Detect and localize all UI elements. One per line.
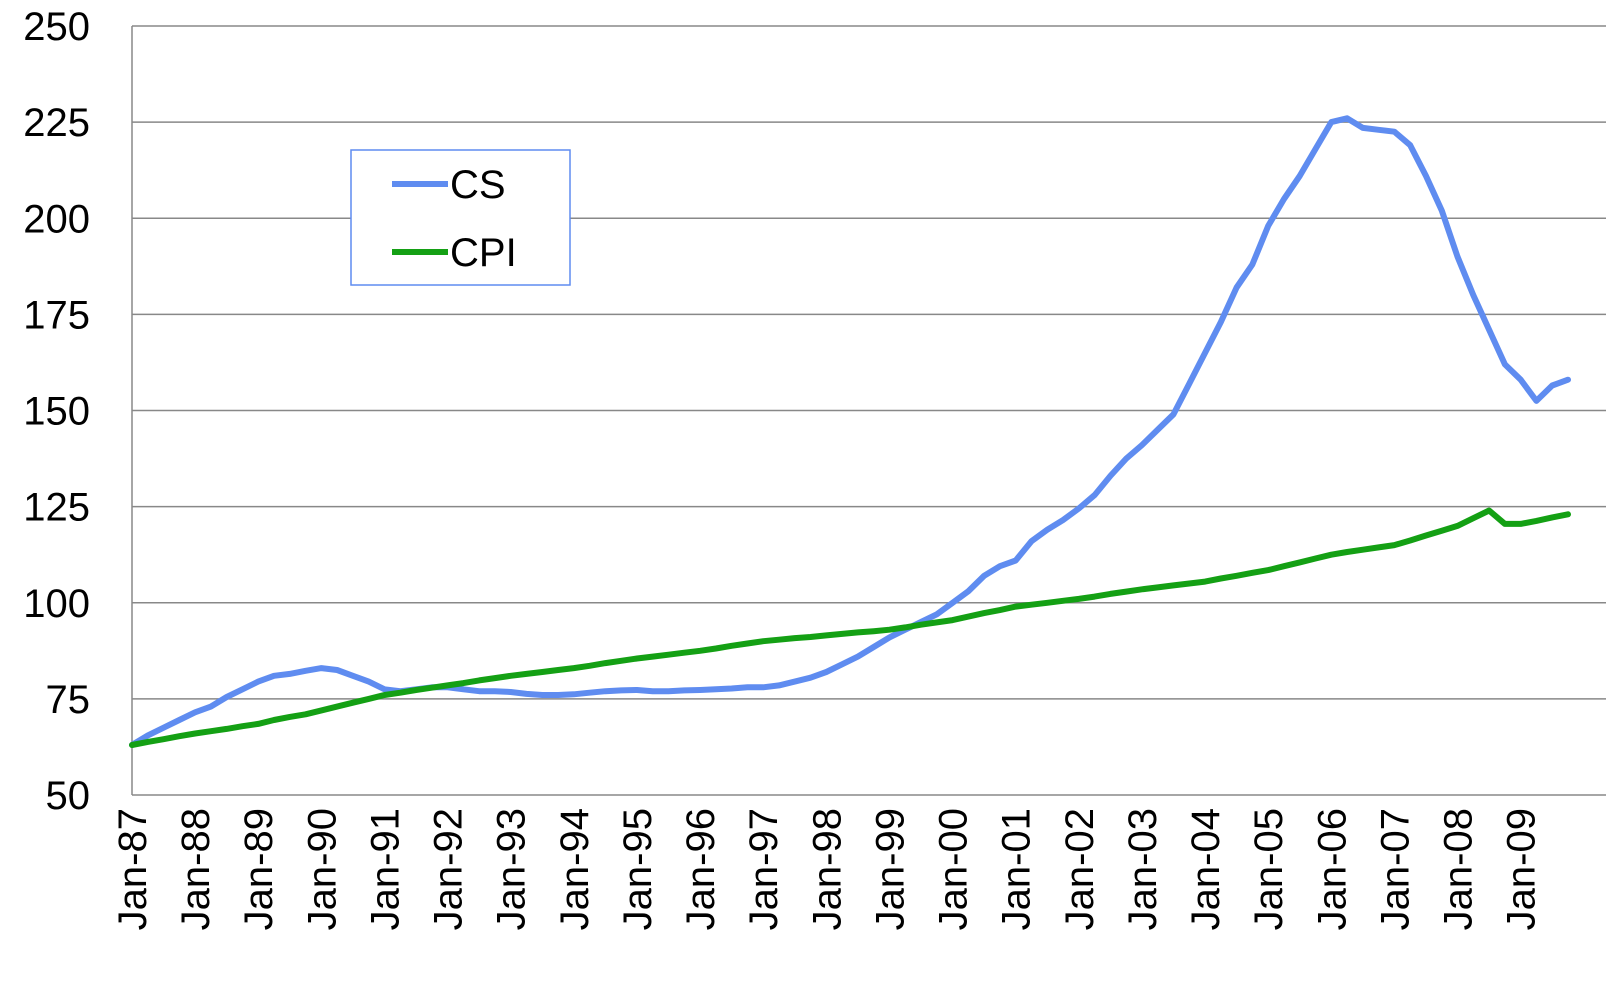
y-tick-label: 150 (23, 390, 90, 434)
x-tick-label: Jan-95 (616, 808, 660, 930)
x-tick-label: Jan-02 (1058, 808, 1102, 930)
x-tick-label: Jan-96 (679, 808, 723, 930)
x-tick-label: Jan-98 (805, 808, 849, 930)
y-tick-label: 100 (23, 582, 90, 626)
x-tick-label: Jan-89 (237, 808, 281, 930)
x-tick-label: Jan-08 (1437, 808, 1481, 930)
x-tick-label: Jan-93 (490, 808, 534, 930)
y-tick-label: 250 (23, 5, 90, 49)
x-tick-label: Jan-91 (363, 808, 407, 930)
y-tick-label: 225 (23, 101, 90, 145)
y-tick-label: 50 (46, 774, 91, 818)
x-tick-label: Jan-99 (868, 808, 912, 930)
x-tick-label: Jan-94 (553, 808, 597, 930)
x-tick-label: Jan-05 (1247, 808, 1291, 930)
x-tick-label: Jan-06 (1310, 808, 1354, 930)
legend-box (350, 149, 571, 286)
y-tick-label: 200 (23, 197, 90, 241)
x-tick-label: Jan-09 (1500, 808, 1544, 930)
x-tick-label: Jan-97 (742, 808, 786, 930)
y-tick-label: 125 (23, 486, 90, 530)
x-tick-label: Jan-03 (1121, 808, 1165, 930)
series-line (129, 507, 1571, 748)
y-tick-label: 75 (46, 678, 91, 722)
x-tick-label: Jan-87 (111, 808, 155, 930)
legend-label: CS (450, 163, 506, 207)
x-tick-label: Jan-90 (300, 808, 344, 930)
y-tick-label: 175 (23, 293, 90, 337)
x-tick-label: Jan-92 (427, 808, 471, 930)
legend-label: CPI (450, 231, 517, 275)
series-line (129, 115, 1571, 748)
x-tick-label: Jan-04 (1184, 808, 1228, 930)
x-tick-label: Jan-07 (1373, 808, 1417, 930)
x-tick-label: Jan-88 (174, 808, 218, 930)
x-tick-label: Jan-00 (932, 808, 976, 930)
x-tick-label: Jan-01 (995, 808, 1039, 930)
